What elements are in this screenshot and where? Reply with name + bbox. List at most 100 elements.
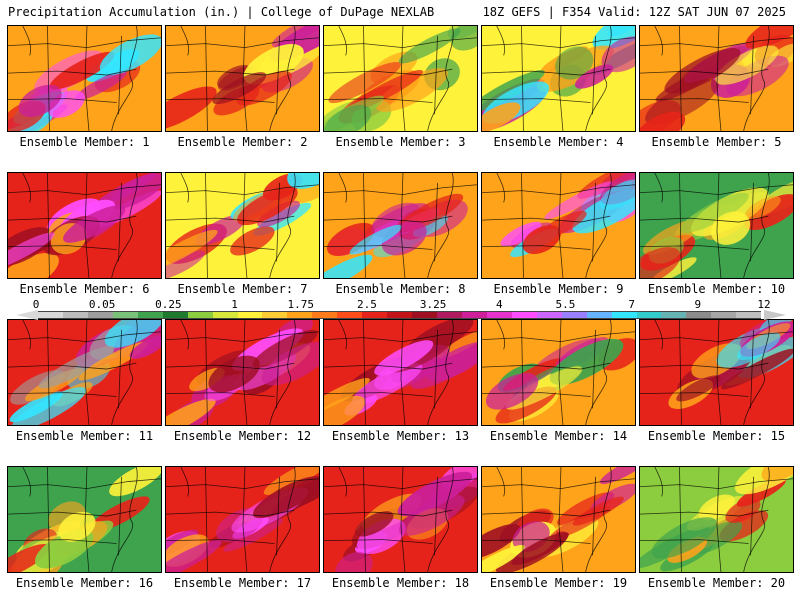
colorbar-swatch — [536, 312, 562, 318]
colorbar-swatch — [611, 312, 637, 318]
precip-map — [482, 467, 635, 572]
colorbar-swatch — [661, 312, 687, 318]
colorbar-swatch — [137, 312, 163, 318]
colorbar-swatch — [262, 312, 288, 318]
precip-map — [8, 26, 161, 131]
precip-map — [324, 173, 477, 278]
colorbar-tick-label: 5.5 — [555, 298, 576, 311]
ensemble-member-label: Ensemble Member: 18 — [331, 576, 470, 590]
colorbar-swatch — [38, 312, 63, 318]
ensemble-panel-14 — [481, 319, 636, 426]
ensemble-member-label: Ensemble Member: 6 — [19, 282, 150, 296]
colorbar-tick-label: 1 — [231, 298, 238, 311]
precip-map — [8, 320, 161, 425]
colorbar-swatch — [437, 312, 462, 318]
colorbar-swatch — [511, 312, 537, 318]
ensemble-member-label: Ensemble Member: 17 — [173, 576, 312, 590]
run-info: 18Z GEFS | F354 Valid: 12Z SAT JUN 07 20… — [482, 5, 786, 19]
page-title: Precipitation Accumulation (in.) | Colle… — [8, 5, 435, 19]
colorbar-tick-label: 0.05 — [88, 298, 116, 311]
colorbar-swatch — [387, 312, 413, 318]
ensemble-panel-13 — [323, 319, 478, 426]
colorbar-swatch — [187, 312, 213, 318]
ensemble-panel-9 — [481, 172, 636, 279]
colorbar-swatch — [62, 312, 88, 318]
colorbar-tick-label: 4 — [495, 298, 503, 311]
colorbar-swatch — [87, 312, 113, 318]
precip-map — [640, 320, 793, 425]
colorbar-tick-label: 2.5 — [356, 298, 377, 311]
precip-map — [482, 26, 635, 131]
ensemble-panel-8 — [323, 172, 478, 279]
colorbar-swatch — [686, 312, 712, 318]
ensemble-member-label: Ensemble Member: 19 — [489, 576, 628, 590]
colorbar-swatch — [362, 312, 388, 318]
ensemble-member-label: Ensemble Member: 10 — [647, 282, 786, 296]
ensemble-panel-3 — [323, 25, 478, 132]
ensemble-panel-10 — [639, 172, 794, 279]
ensemble-panel-12 — [165, 319, 320, 426]
ensemble-member-label: Ensemble Member: 4 — [493, 135, 624, 149]
colorbar-swatch — [237, 312, 263, 318]
ensemble-panel-5 — [639, 25, 794, 132]
colorbar-tick-label: 0.25 — [155, 298, 182, 311]
ensemble-member-label: Ensemble Member: 2 — [177, 135, 308, 149]
ensemble-member-label: Ensemble Member: 14 — [489, 429, 628, 443]
colorbar-swatch — [212, 312, 238, 318]
colorbar-swatch — [636, 312, 662, 318]
colorbar-swatch — [337, 312, 363, 318]
ensemble-panel-7 — [165, 172, 320, 279]
colorbar-swatch — [561, 312, 587, 318]
precip-map — [640, 467, 793, 572]
ensemble-panel-19 — [481, 466, 636, 573]
ensemble-panel-15 — [639, 319, 794, 426]
colorbar-swatch — [461, 312, 487, 318]
precip-map — [166, 467, 319, 572]
ensemble-panel-11 — [7, 319, 162, 426]
ensemble-member-label: Ensemble Member: 15 — [647, 429, 786, 443]
precip-map — [324, 467, 477, 572]
ensemble-member-label: Ensemble Member: 9 — [493, 282, 624, 296]
ensemble-member-label: Ensemble Member: 11 — [15, 429, 154, 443]
precip-map — [8, 173, 161, 278]
precip-map — [166, 320, 319, 425]
ensemble-panel-17 — [165, 466, 320, 573]
ensemble-member-label: Ensemble Member: 7 — [177, 282, 308, 296]
ensemble-panel-6 — [7, 172, 162, 279]
ensemble-member-label: Ensemble Member: 1 — [19, 135, 150, 149]
colorbar-tick-label: 12 — [757, 298, 771, 311]
colorbar-tick-label: 7 — [628, 298, 635, 311]
colorbar-swatch — [412, 312, 437, 318]
precip-map — [166, 173, 319, 278]
colorbar-min-arrow — [16, 310, 38, 320]
colorbar-swatch — [162, 312, 188, 318]
colorbar-swatch — [586, 312, 612, 318]
ensemble-panel-20 — [639, 466, 794, 573]
colorbar-swatch — [736, 312, 762, 318]
colorbar-swatch — [711, 312, 737, 318]
precip-map — [640, 26, 793, 131]
colorbar-max-arrow — [764, 310, 786, 320]
precip-map — [482, 320, 635, 425]
colorbar-swatches — [38, 311, 762, 319]
precip-map — [8, 467, 161, 572]
ensemble-panel-1 — [7, 25, 162, 132]
precip-map — [324, 26, 477, 131]
ensemble-panel-16 — [7, 466, 162, 573]
ensemble-member-label: Ensemble Member: 5 — [651, 135, 782, 149]
ensemble-member-label: Ensemble Member: 20 — [647, 576, 786, 590]
precip-map — [324, 320, 477, 425]
colorbar-swatch — [486, 312, 512, 318]
ensemble-member-label: Ensemble Member: 13 — [331, 429, 470, 443]
ensemble-panel-2 — [165, 25, 320, 132]
precip-map — [482, 173, 635, 278]
ensemble-member-label: Ensemble Member: 8 — [335, 282, 466, 296]
ensemble-member-label: Ensemble Member: 16 — [15, 576, 154, 590]
ensemble-member-label: Ensemble Member: 3 — [335, 135, 466, 149]
colorbar-tick-label: 3.25 — [419, 298, 447, 311]
precip-map — [166, 26, 319, 131]
colorbar-tick-label: 0 — [32, 298, 40, 311]
ensemble-panel-4 — [481, 25, 636, 132]
ensemble-panel-18 — [323, 466, 478, 573]
colorbar-swatch — [112, 312, 138, 318]
